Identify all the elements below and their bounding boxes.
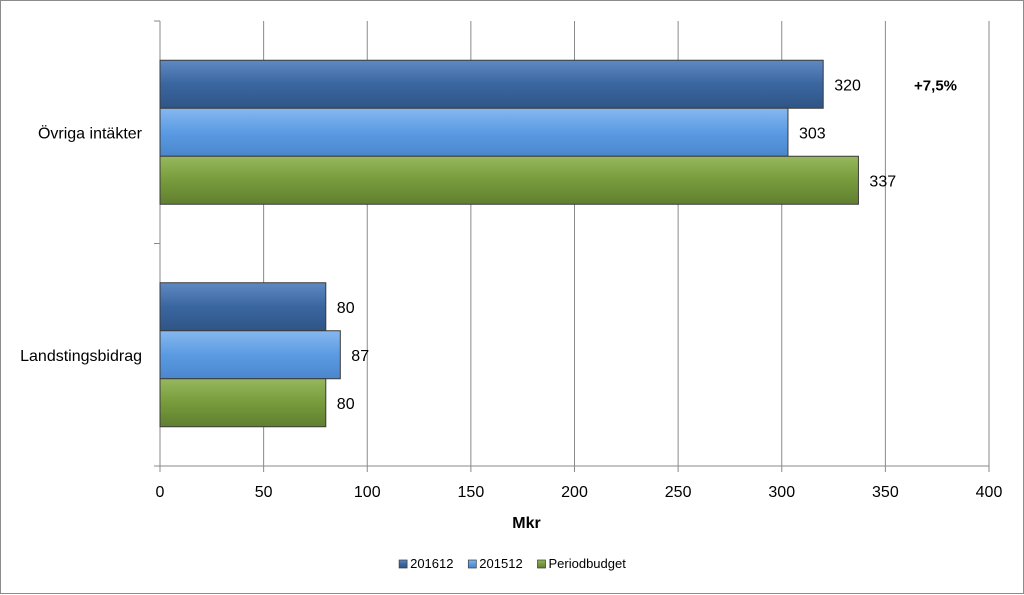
x-tick-label: 150 (458, 484, 485, 501)
legend-label-201612: 201612 (410, 556, 453, 571)
data-label: 80 (337, 396, 355, 413)
legend: 201612 201512 Periodbudget (398, 556, 627, 571)
labels: 0 50 100 150 200 250 300 350 400 Övriga intäkter 3… (20, 77, 1002, 532)
data-label: 80 (337, 300, 355, 317)
bar-periodbudget (159, 378, 327, 428)
data-label: 337 (869, 173, 896, 190)
legend-label-201512: 201512 (479, 556, 522, 571)
bars (159, 59, 859, 428)
data-label: 320 (834, 77, 861, 94)
bar-periodbudget (159, 155, 859, 205)
bar-201512 (159, 330, 341, 380)
category-label: Landstingsbidrag (20, 348, 142, 365)
x-tick-label: 350 (872, 484, 899, 501)
bar-201612 (159, 282, 327, 332)
x-tick-label: 100 (354, 484, 381, 501)
legend-swatch-201612 (398, 559, 408, 569)
data-label: 303 (799, 125, 826, 142)
legend-swatch-periodbudget (537, 559, 546, 569)
category-label: Övriga intäkter (38, 124, 143, 142)
x-tick-label: 0 (156, 484, 165, 501)
legend-label-periodbudget: Periodbudget (549, 556, 627, 571)
bar-201512 (159, 107, 789, 157)
x-tick-label: 300 (768, 484, 795, 501)
data-label: 87 (351, 348, 369, 365)
x-tick-label: 250 (665, 484, 692, 501)
x-tick-label: 400 (976, 484, 1003, 501)
bar-201612 (159, 59, 824, 109)
legend-swatch-201512 (467, 559, 477, 569)
change-annotation: +7,5% (914, 77, 957, 94)
x-tick-label: 200 (561, 484, 588, 501)
x-axis-title: Mkr (512, 515, 540, 532)
x-tick-label: 50 (255, 484, 273, 501)
